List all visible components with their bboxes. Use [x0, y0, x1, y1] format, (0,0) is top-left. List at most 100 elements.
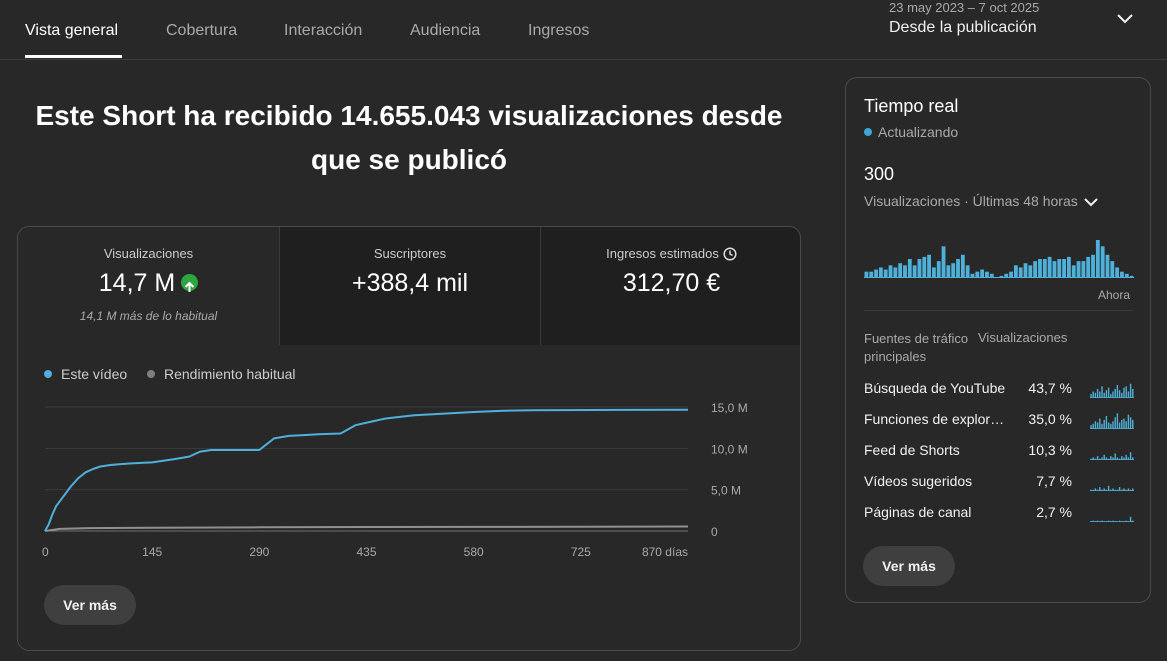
realtime-bar-chart[interactable] [864, 238, 1134, 278]
metric-subscribers[interactable]: Suscriptores +388,4 mil [279, 227, 540, 345]
date-range-dates[interactable]: 23 may 2023 – 7 oct 2025 [889, 0, 1040, 15]
realtime-bar[interactable] [1081, 261, 1086, 278]
views-line-chart[interactable]: 0 5,0 M 10,0 M 15,0 M 0 145 290 435 580 725 870 dí… [18, 345, 801, 595]
traffic-sparkline [1090, 452, 1134, 460]
see-more-button[interactable]: Ver más [44, 585, 136, 625]
realtime-bar[interactable] [951, 263, 956, 278]
realtime-bar[interactable] [878, 267, 883, 278]
metric-revenue[interactable]: Ingresos estimados 312,70 € [540, 227, 800, 345]
realtime-bar[interactable] [1124, 273, 1129, 278]
realtime-bar[interactable] [960, 254, 965, 278]
realtime-bar[interactable] [1120, 271, 1124, 278]
sparkline-bar [1112, 488, 1114, 491]
realtime-bar[interactable] [985, 271, 989, 278]
realtime-bar[interactable] [999, 275, 1004, 278]
legend-typical[interactable]: Rendimiento habitual [147, 366, 296, 382]
realtime-bar[interactable] [883, 269, 888, 278]
sparkline-bar [1127, 488, 1130, 491]
realtime-bar[interactable] [922, 256, 927, 278]
traffic-source-row[interactable]: Funciones de exploración 35,0 % [864, 411, 1134, 431]
realtime-bar[interactable] [1062, 259, 1066, 278]
sparkline-bar [1112, 421, 1114, 429]
realtime-bar[interactable] [989, 273, 994, 278]
realtime-bar[interactable] [1105, 254, 1110, 278]
realtime-bar[interactable] [975, 271, 980, 278]
realtime-bar[interactable] [1057, 259, 1062, 278]
views-chart-area: Este vídeo Rendimiento habitual 0 5,0 M 10… [18, 345, 801, 650]
realtime-bar[interactable] [1047, 256, 1052, 278]
legend-this-video[interactable]: Este vídeo [44, 366, 127, 382]
realtime-bar[interactable] [1042, 259, 1047, 278]
realtime-bar[interactable] [1067, 256, 1071, 278]
realtime-bar[interactable] [1004, 273, 1009, 278]
realtime-bar[interactable] [1023, 263, 1028, 278]
realtime-bar[interactable] [1052, 261, 1057, 278]
realtime-bar[interactable] [932, 267, 936, 278]
realtime-bar[interactable] [888, 265, 893, 278]
realtime-bar[interactable] [893, 267, 898, 278]
sparkline-bar [1090, 425, 1092, 429]
realtime-bar[interactable] [1086, 256, 1091, 278]
realtime-period-selector[interactable]: Visualizaciones · Últimas 48 horas [864, 193, 1098, 209]
metric-views-value-wrap: 14,7 M [18, 269, 279, 298]
realtime-bar[interactable] [1033, 261, 1038, 278]
realtime-bar[interactable] [941, 246, 946, 278]
realtime-bar[interactable] [927, 254, 931, 278]
realtime-bar[interactable] [956, 259, 960, 278]
realtime-bar[interactable] [907, 259, 912, 278]
realtime-bar[interactable] [912, 265, 917, 278]
tab-engagement[interactable]: Interacción [284, 22, 363, 39]
realtime-bar[interactable] [1091, 254, 1095, 278]
series-line-this-video[interactable] [44, 408, 689, 532]
realtime-bar[interactable] [869, 271, 874, 278]
sparkline-bar [1096, 388, 1099, 398]
realtime-bar[interactable] [903, 265, 907, 278]
realtime-bar[interactable] [965, 265, 970, 278]
realtime-bar[interactable] [1100, 246, 1105, 278]
realtime-bar[interactable] [1018, 267, 1023, 278]
realtime-bar[interactable] [1110, 261, 1115, 278]
realtime-bar[interactable] [874, 269, 878, 278]
sparkline-bar [1110, 456, 1112, 460]
sparkline-bar [1103, 419, 1105, 429]
date-range-label[interactable]: Desde la publicación [889, 19, 1037, 36]
realtime-bar[interactable] [1028, 265, 1033, 278]
tab-overview[interactable]: Vista general [25, 22, 119, 39]
traffic-source-row[interactable]: Feed de Shorts 10,3 % [864, 442, 1134, 462]
realtime-bar[interactable] [946, 265, 951, 278]
tab-reach[interactable]: Cobertura [166, 22, 238, 39]
realtime-bar[interactable] [1095, 240, 1100, 278]
realtime-bar[interactable] [917, 259, 922, 278]
sparkline-bar [1090, 458, 1092, 460]
realtime-bar[interactable] [994, 277, 999, 278]
realtime-bar[interactable] [936, 261, 941, 278]
realtime-bar[interactable] [970, 273, 975, 278]
metric-views[interactable]: Visualizaciones 14,7 M 14,1 M más de lo … [18, 227, 279, 345]
divider [864, 310, 1134, 311]
realtime-bar[interactable] [1115, 267, 1120, 278]
realtime-bar[interactable] [1071, 265, 1076, 278]
realtime-bar[interactable] [1038, 259, 1042, 278]
realtime-bar[interactable] [1009, 271, 1013, 278]
realtime-now-label: Ahora [1098, 288, 1131, 302]
metric-revenue-label-wrap: Ingresos estimados [541, 246, 800, 262]
tab-revenue[interactable]: Ingresos [528, 22, 590, 39]
realtime-bar[interactable] [1129, 275, 1134, 278]
realtime-bar[interactable] [980, 269, 985, 278]
traffic-source-row[interactable]: Páginas de canal 2,7 % [864, 504, 1134, 524]
sparkline-bar [1121, 489, 1123, 491]
realtime-see-more-button[interactable]: Ver más [863, 546, 955, 586]
sparkline-bar [1129, 383, 1132, 398]
realtime-bar[interactable] [1076, 261, 1081, 278]
traffic-source-row[interactable]: Vídeos sugeridos 7,7 % [864, 473, 1134, 493]
series-line-typical[interactable] [44, 525, 689, 532]
tab-audience[interactable]: Audiencia [410, 22, 481, 39]
traffic-source-row[interactable]: Búsqueda de YouTube 43,7 % [864, 380, 1134, 400]
realtime-bar[interactable] [898, 263, 903, 278]
realtime-bar[interactable] [1013, 265, 1018, 278]
legend-dot-typical [147, 370, 155, 379]
realtime-bar[interactable] [864, 271, 869, 278]
chevron-down-icon[interactable] [1116, 12, 1134, 26]
metric-views-label: Visualizaciones [103, 246, 194, 261]
sparkline-bar [1092, 391, 1094, 398]
